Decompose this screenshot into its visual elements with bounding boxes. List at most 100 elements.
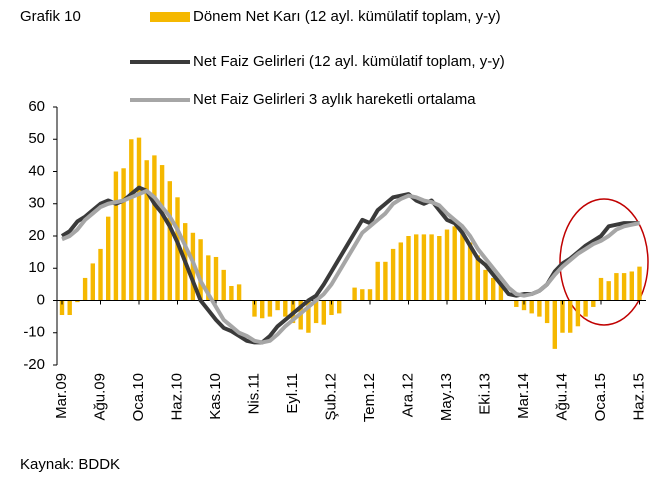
- bar: [144, 160, 149, 301]
- bar: [598, 277, 604, 301]
- x-tick-label: Mar.14: [515, 373, 532, 419]
- bar: [313, 300, 319, 324]
- x-tick-label: Ara.12: [399, 373, 416, 417]
- bar: [90, 263, 95, 301]
- bar: [167, 181, 172, 301]
- legend-label: Net Faiz Gelirleri 3 aylık hareketli ort…: [193, 91, 476, 108]
- y-tick-label: 40: [28, 162, 45, 179]
- bar: [529, 300, 534, 314]
- chart-title: Grafik 10: [20, 8, 81, 25]
- bar: [483, 269, 488, 301]
- legend-label: Net Faiz Gelirleri (12 ayl. kümülatif to…: [193, 53, 505, 70]
- x-tick-label: Mar.09: [53, 373, 70, 419]
- x-tick-label: Tem.12: [361, 373, 378, 422]
- bar: [321, 300, 326, 325]
- bar: [267, 300, 273, 317]
- bar: [460, 232, 465, 301]
- bar: [437, 236, 442, 301]
- bar: [375, 261, 380, 301]
- legend-label: Dönem Net Karı (12 ayl. kümülatif toplam…: [193, 8, 501, 25]
- bar: [429, 234, 434, 301]
- bar: [283, 300, 288, 317]
- bar: [421, 234, 427, 301]
- bar: [337, 300, 342, 314]
- x-tick-label: Haz.10: [168, 373, 185, 421]
- line-series: [61, 188, 640, 345]
- bar: [614, 273, 619, 301]
- bar: [159, 165, 165, 301]
- bar: [475, 255, 480, 301]
- y-tick-label: 20: [28, 227, 45, 244]
- bar: [491, 277, 496, 301]
- bar: [260, 300, 265, 319]
- bar: [629, 271, 634, 301]
- bar: [406, 236, 411, 301]
- bar: [152, 155, 157, 301]
- y-tick-label: 50: [28, 130, 45, 147]
- bar: [213, 256, 219, 301]
- bar: [175, 197, 180, 301]
- bar: [329, 300, 334, 316]
- bar: [398, 242, 403, 301]
- source: Kaynak: BDDK: [20, 456, 120, 473]
- x-tick-label: Ağu.14: [553, 373, 570, 421]
- bar: [552, 300, 557, 349]
- x-tick-label: Nis.11: [245, 373, 262, 414]
- bar: [113, 171, 119, 301]
- x-tick-label: Haz.15: [630, 373, 647, 421]
- y-tick-label: 30: [28, 195, 45, 212]
- bar: [129, 139, 134, 301]
- bar: [75, 300, 80, 303]
- bar: [306, 300, 311, 333]
- bar: [206, 255, 211, 301]
- highlight-ellipse: [559, 198, 649, 326]
- bar: [82, 277, 88, 301]
- bar: [606, 281, 611, 301]
- bar: [560, 300, 565, 333]
- bar: [229, 285, 234, 301]
- bar: [236, 284, 242, 301]
- bar: [136, 137, 142, 301]
- bar: [67, 300, 72, 316]
- bar: [221, 269, 226, 301]
- bar: [568, 300, 573, 333]
- legend-swatch: [150, 12, 190, 22]
- bar: [360, 289, 365, 301]
- x-tick-label: Şub.12: [322, 373, 339, 421]
- bar: [498, 284, 504, 301]
- bar: [537, 300, 542, 317]
- y-tick-label: 60: [28, 98, 45, 115]
- x-tick-label: Eki.13: [476, 373, 493, 415]
- bar: [514, 300, 519, 307]
- x-tick-label: Ağu.09: [91, 373, 108, 421]
- bar: [367, 289, 373, 301]
- bar: [521, 300, 527, 311]
- bar: [575, 300, 581, 327]
- bar: [467, 242, 473, 301]
- y-tick-label: 10: [28, 259, 45, 276]
- y-tick-label: -20: [23, 356, 45, 373]
- bar: [583, 300, 588, 317]
- bar: [106, 216, 111, 301]
- x-tick-label: Kas.10: [207, 373, 224, 420]
- bar: [98, 248, 103, 301]
- bar: [59, 300, 65, 316]
- bar: [275, 300, 280, 311]
- bar: [637, 266, 642, 301]
- bar: [414, 234, 419, 301]
- bar: [121, 168, 126, 301]
- bar: [621, 273, 627, 301]
- bar: [591, 300, 596, 307]
- bar: [252, 300, 257, 317]
- bar: [352, 287, 357, 301]
- x-tick-label: Oca.10: [130, 373, 147, 421]
- y-tick-label: -10: [23, 324, 45, 341]
- bar: [544, 300, 550, 324]
- x-tick-label: Eyl.11: [284, 373, 301, 414]
- x-tick-label: Oca.15: [592, 373, 609, 421]
- bar: [444, 229, 450, 301]
- bar: [198, 239, 203, 301]
- x-tick-label: May.13: [438, 373, 455, 421]
- bar: [452, 226, 457, 301]
